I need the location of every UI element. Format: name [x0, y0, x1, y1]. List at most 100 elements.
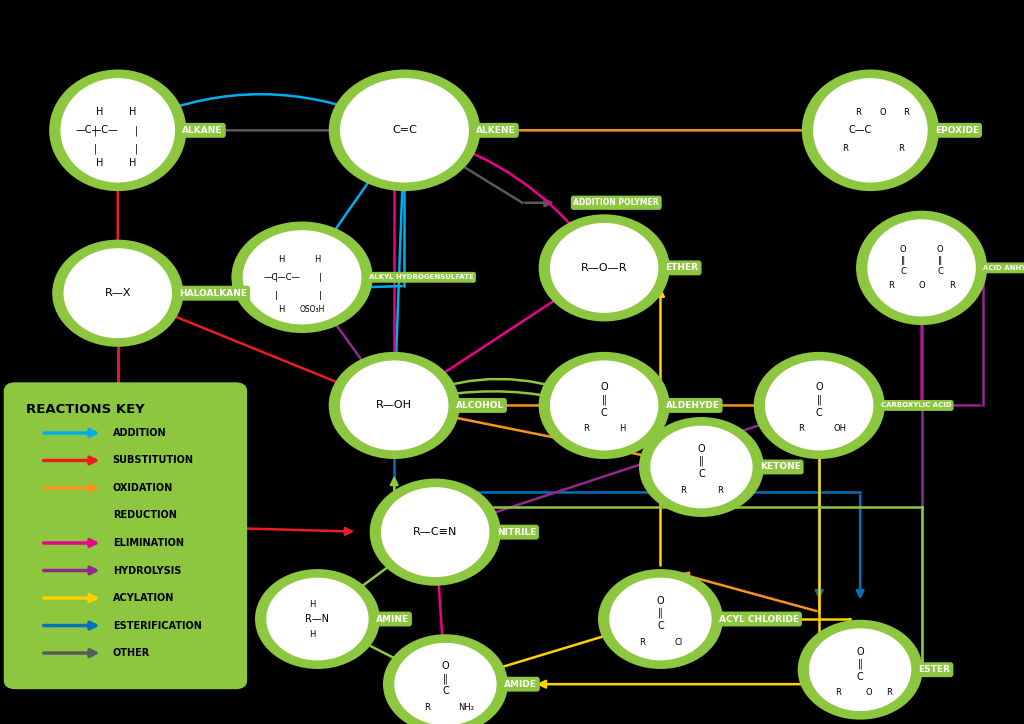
Text: ESTERIFICATION: ESTERIFICATION	[113, 620, 202, 631]
Ellipse shape	[754, 352, 885, 459]
Text: H: H	[309, 600, 315, 609]
Ellipse shape	[798, 620, 923, 720]
Text: H: H	[309, 631, 315, 639]
Ellipse shape	[802, 70, 939, 191]
Text: EPOXIDE: EPOXIDE	[935, 126, 979, 135]
Text: SUBSTITUTION: SUBSTITUTION	[113, 455, 194, 466]
Text: O: O	[900, 245, 906, 254]
Ellipse shape	[598, 569, 723, 669]
Text: ALCOHOL: ALCOHOL	[456, 401, 504, 410]
Text: HALOALKANE: HALOALKANE	[179, 289, 247, 298]
Text: —C—C—: —C—C—	[263, 273, 300, 282]
Text: OTHER: OTHER	[113, 648, 150, 658]
Text: OSO₃H: OSO₃H	[300, 306, 325, 314]
Text: O: O	[865, 689, 871, 697]
Ellipse shape	[865, 217, 978, 319]
Ellipse shape	[338, 358, 451, 452]
Text: R: R	[798, 424, 804, 433]
Text: R: R	[886, 689, 892, 697]
Text: ALDEHYDE: ALDEHYDE	[666, 401, 720, 410]
Text: R: R	[898, 144, 904, 153]
Text: ‖: ‖	[699, 456, 703, 466]
Text: ‖: ‖	[938, 256, 942, 265]
Ellipse shape	[52, 240, 183, 347]
Ellipse shape	[539, 352, 670, 459]
Ellipse shape	[338, 76, 471, 185]
Text: C: C	[698, 469, 705, 479]
Text: C: C	[900, 267, 906, 276]
Text: ‖: ‖	[658, 608, 663, 618]
Text: H: H	[129, 158, 137, 168]
Text: R: R	[903, 108, 909, 117]
Ellipse shape	[329, 352, 460, 459]
Text: |: |	[319, 273, 322, 282]
Text: C=C: C=C	[392, 125, 417, 135]
Text: H: H	[314, 255, 321, 264]
Text: R: R	[717, 486, 723, 494]
Text: R—C≡N: R—C≡N	[413, 527, 458, 537]
Text: O: O	[441, 661, 450, 671]
Text: |: |	[275, 291, 278, 300]
Ellipse shape	[392, 641, 499, 724]
Text: R: R	[842, 144, 848, 153]
Text: AMIDE: AMIDE	[504, 680, 537, 689]
Text: R: R	[888, 282, 894, 290]
Ellipse shape	[379, 485, 492, 579]
Text: REACTIONS KEY: REACTIONS KEY	[26, 403, 144, 416]
Ellipse shape	[241, 228, 364, 327]
Text: ‖: ‖	[817, 395, 821, 405]
Text: ALKENE: ALKENE	[476, 126, 516, 135]
Text: ALKANE: ALKANE	[182, 126, 223, 135]
Ellipse shape	[763, 358, 876, 452]
Ellipse shape	[231, 222, 373, 333]
Text: ESTER: ESTER	[919, 665, 950, 674]
Ellipse shape	[264, 576, 371, 662]
Text: ELIMINATION: ELIMINATION	[113, 538, 183, 548]
FancyBboxPatch shape	[5, 384, 246, 688]
Text: R: R	[855, 108, 861, 117]
Text: C: C	[937, 267, 943, 276]
Ellipse shape	[856, 211, 987, 325]
Text: ACID ANHYDRIDE: ACID ANHYDRIDE	[983, 265, 1024, 271]
Text: H: H	[95, 158, 103, 168]
Text: R—N: R—N	[305, 614, 330, 624]
Text: ADDITION: ADDITION	[113, 428, 166, 438]
Text: ‖: ‖	[602, 395, 606, 405]
Ellipse shape	[607, 576, 714, 662]
Ellipse shape	[329, 70, 480, 191]
Ellipse shape	[58, 76, 177, 185]
Text: C: C	[442, 686, 449, 696]
Text: O: O	[937, 245, 943, 254]
Ellipse shape	[49, 70, 186, 191]
Text: C: C	[857, 672, 863, 682]
Text: H: H	[279, 255, 285, 264]
Text: ETHER: ETHER	[666, 264, 698, 272]
Text: |: |	[93, 125, 97, 135]
Text: REDUCTION: REDUCTION	[113, 510, 176, 521]
Text: |: |	[93, 143, 97, 153]
Text: O: O	[815, 382, 823, 392]
Text: R—X: R—X	[104, 288, 131, 298]
Text: ‖: ‖	[858, 659, 862, 669]
Text: —C—C—: —C—C—	[76, 125, 119, 135]
Ellipse shape	[61, 246, 174, 340]
Text: |: |	[319, 291, 322, 300]
Text: H: H	[620, 424, 626, 433]
Ellipse shape	[811, 76, 930, 185]
Text: R: R	[583, 424, 589, 433]
Text: O: O	[919, 282, 925, 290]
Ellipse shape	[383, 634, 508, 724]
Text: AMINE: AMINE	[376, 615, 409, 623]
Text: C: C	[657, 621, 664, 631]
Text: O: O	[656, 596, 665, 606]
Text: ADDITION POLYMER: ADDITION POLYMER	[573, 198, 659, 207]
Text: R: R	[835, 689, 841, 697]
Text: NH₂: NH₂	[458, 703, 474, 712]
Text: ‖: ‖	[443, 673, 447, 683]
Text: O: O	[856, 647, 864, 657]
Text: NITRILE: NITRILE	[497, 528, 536, 536]
Text: C: C	[816, 408, 822, 418]
Text: H: H	[95, 107, 103, 117]
Ellipse shape	[255, 569, 380, 669]
Text: R: R	[424, 703, 430, 712]
